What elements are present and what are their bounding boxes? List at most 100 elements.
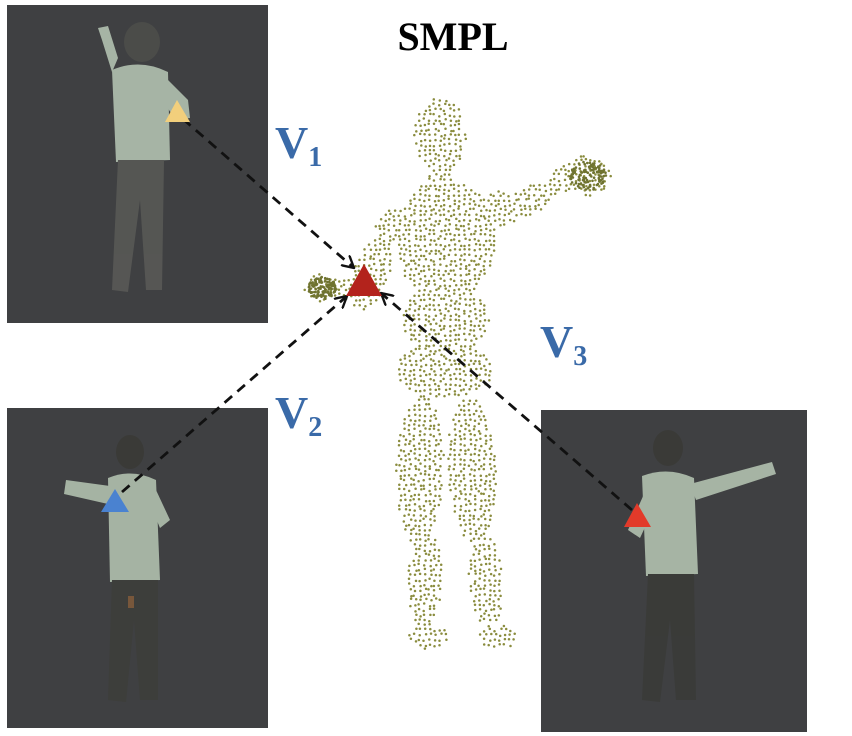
- mesh-vertex: [444, 102, 447, 106]
- mesh-vertex: [430, 598, 433, 602]
- mesh-vertex: [524, 207, 527, 210]
- mesh-vertex: [407, 239, 411, 243]
- mesh-vertex: [488, 484, 492, 487]
- mesh-vertex: [407, 223, 410, 227]
- mesh-vertex: [404, 454, 407, 457]
- mesh-vertex: [437, 468, 440, 472]
- mesh-vertex: [454, 149, 458, 153]
- mesh-vertex: [489, 457, 492, 461]
- mesh-vertex: [449, 488, 452, 492]
- mesh-vertex: [477, 219, 481, 222]
- mesh-vertex: [478, 549, 481, 553]
- mesh-vertex: [473, 582, 477, 586]
- mesh-vertex: [464, 493, 467, 496]
- mesh-vertex: [559, 168, 563, 171]
- mesh-vertex: [428, 465, 432, 468]
- mesh-vertex: [432, 162, 436, 166]
- mesh-vertex: [425, 339, 428, 342]
- mesh-vertex: [414, 229, 418, 232]
- mesh-vertex: [413, 309, 417, 312]
- mesh-vertex: [464, 509, 467, 513]
- mesh-vertex: [473, 545, 476, 548]
- mesh-vertex: [418, 368, 422, 372]
- mesh-vertex: [434, 350, 437, 353]
- mesh-vertex: [552, 172, 556, 175]
- mesh-vertex: [497, 190, 500, 193]
- mesh-vertex: [448, 103, 451, 107]
- mesh-vertex: [515, 213, 518, 217]
- mesh-vertex: [444, 383, 448, 386]
- mesh-vertex: [418, 529, 421, 532]
- mesh-vertex: [484, 527, 487, 531]
- mesh-vertex: [602, 168, 606, 171]
- mesh-vertex: [458, 302, 461, 305]
- mesh-vertex: [469, 379, 473, 382]
- mesh-vertex: [409, 379, 413, 382]
- mesh-vertex: [379, 282, 382, 286]
- mesh-vertex: [434, 220, 438, 223]
- mesh-vertex: [432, 112, 435, 116]
- mesh-vertex: [373, 253, 376, 256]
- mesh-vertex: [469, 563, 473, 566]
- mesh-vertex: [592, 168, 595, 172]
- mesh-vertex: [403, 493, 407, 496]
- mesh-vertex: [427, 450, 430, 453]
- mesh-vertex: [448, 114, 452, 117]
- mesh-vertex: [409, 277, 412, 281]
- mesh-vertex: [414, 519, 417, 522]
- mesh-vertex: [369, 255, 373, 258]
- mesh-vertex: [469, 442, 473, 446]
- mesh-vertex: [479, 507, 482, 511]
- mesh-vertex: [478, 193, 481, 197]
- mesh-vertex: [439, 319, 443, 322]
- mesh-vertex: [419, 139, 423, 143]
- mesh-vertex: [601, 181, 605, 184]
- mesh-vertex: [549, 178, 552, 182]
- mesh-vertex: [469, 323, 473, 327]
- mesh-vertex: [493, 219, 497, 223]
- mesh-vertex: [487, 499, 491, 502]
- mesh-vertex: [469, 432, 472, 436]
- mesh-vertex: [407, 582, 411, 585]
- mesh-vertex: [423, 438, 426, 442]
- mesh-vertex: [417, 458, 420, 462]
- mesh-vertex: [464, 137, 468, 141]
- mesh-vertex: [493, 464, 496, 468]
- mesh-vertex: [442, 297, 446, 300]
- mesh-vertex: [513, 632, 516, 635]
- mesh-vertex: [453, 248, 457, 251]
- mesh-vertex: [443, 154, 446, 158]
- mesh-vertex: [444, 287, 447, 290]
- mesh-vertex: [414, 618, 417, 622]
- mesh-vertex: [379, 273, 383, 277]
- mesh-vertex: [596, 171, 599, 174]
- mesh-vertex: [423, 584, 426, 587]
- mesh-vertex: [503, 205, 507, 208]
- mesh-vertex: [581, 178, 585, 182]
- mesh-vertex: [464, 452, 467, 456]
- mesh-vertex: [429, 569, 433, 572]
- mesh-vertex: [469, 359, 473, 363]
- mesh-vertex: [464, 188, 468, 192]
- mesh-vertex: [392, 224, 396, 228]
- mesh-vertex: [600, 188, 603, 191]
- mesh-vertex: [453, 243, 457, 246]
- mesh-vertex: [418, 289, 421, 293]
- mesh-vertex: [424, 494, 428, 497]
- mesh-vertex: [429, 414, 433, 418]
- mesh-vertex: [415, 254, 418, 258]
- mesh-vertex: [388, 269, 392, 273]
- mesh-vertex: [508, 204, 512, 207]
- mesh-vertex: [469, 374, 473, 377]
- mesh-vertex: [419, 430, 422, 433]
- mesh-vertex: [433, 283, 437, 286]
- mesh-vertex: [427, 534, 430, 537]
- mesh-vertex: [488, 480, 492, 483]
- mesh-vertex: [468, 269, 471, 273]
- mesh-vertex: [399, 219, 402, 222]
- mesh-vertex: [483, 555, 486, 558]
- mesh-vertex: [487, 494, 491, 498]
- mesh-vertex: [427, 293, 430, 297]
- mesh-vertex: [487, 557, 491, 561]
- mesh-vertex: [428, 139, 432, 143]
